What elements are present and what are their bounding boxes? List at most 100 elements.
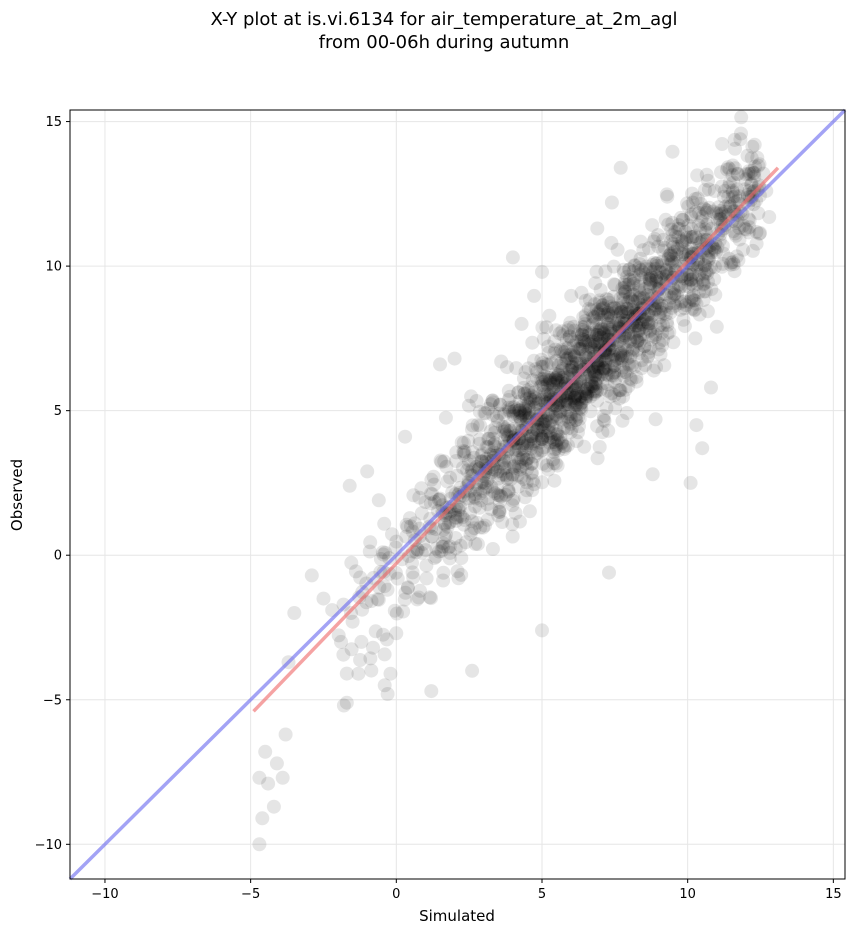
- scatter-point: [547, 473, 562, 488]
- scatter-point: [732, 189, 747, 204]
- scatter-point: [364, 594, 379, 609]
- scatter-point: [623, 371, 638, 386]
- scatter-point: [649, 256, 664, 271]
- scatter-point: [371, 592, 386, 607]
- scatter-point: [590, 327, 605, 342]
- scatter-point: [726, 204, 741, 219]
- scatter-point: [491, 508, 506, 523]
- scatter-point: [651, 342, 666, 357]
- scatter-point: [539, 372, 554, 387]
- scatter-point: [508, 447, 523, 462]
- scatter-point: [592, 295, 607, 310]
- scatter-point: [553, 403, 568, 418]
- scatter-point: [607, 347, 622, 362]
- scatter-point: [569, 352, 584, 367]
- scatter-point: [536, 384, 551, 399]
- scatter-point: [595, 376, 610, 391]
- scatter-point: [702, 200, 717, 215]
- scatter-point: [722, 162, 737, 176]
- scatter-point: [502, 403, 517, 417]
- scatter-point: [605, 301, 620, 316]
- scatter-point: [673, 302, 688, 317]
- scatter-point: [656, 306, 671, 321]
- scatter-point: [378, 545, 393, 560]
- scatter-point: [623, 325, 637, 340]
- scatter-point: [410, 592, 425, 607]
- scatter-point: [554, 412, 569, 427]
- scatter-point: [647, 301, 662, 316]
- scatter-point: [424, 591, 438, 606]
- scatter-point: [655, 254, 670, 269]
- scatter-point: [632, 257, 647, 272]
- scatter-point: [618, 382, 633, 397]
- scatter-point: [614, 305, 629, 319]
- scatter-point: [741, 225, 756, 240]
- scatter-point: [608, 301, 623, 316]
- scatter-point: [477, 518, 492, 533]
- scatter-point: [581, 384, 596, 399]
- scatter-point: [690, 191, 705, 206]
- scatter-point: [517, 405, 532, 420]
- scatter-point: [632, 329, 647, 344]
- scatter-point: [522, 504, 537, 519]
- scatter-point: [373, 552, 388, 566]
- scatter-point: [648, 330, 662, 345]
- scatter-point: [666, 296, 681, 311]
- scatter-point: [744, 176, 759, 191]
- scatter-point: [275, 770, 290, 785]
- scatter-point: [549, 437, 564, 452]
- scatter-point: [269, 756, 284, 771]
- scatter-point: [673, 296, 688, 311]
- scatter-point: [607, 365, 621, 380]
- scatter-point: [577, 439, 592, 454]
- scatter-point: [742, 220, 757, 235]
- scatter-point: [546, 456, 561, 471]
- scatter-point: [473, 520, 488, 535]
- scatter-point: [741, 166, 756, 181]
- scatter-point: [573, 389, 588, 404]
- scatter-point: [543, 430, 558, 445]
- scatter-point: [581, 301, 596, 316]
- chart-title-line-2: from 00-06h during autumn: [318, 32, 570, 53]
- scatter-point: [614, 350, 629, 365]
- scatter-point: [543, 426, 558, 441]
- scatter-point: [567, 390, 582, 405]
- scatter-point: [389, 606, 404, 621]
- scatter-point: [711, 200, 726, 215]
- scatter-point: [454, 551, 469, 566]
- scatter-point: [556, 439, 571, 454]
- scatter-point: [551, 367, 566, 382]
- scatter-point: [355, 602, 370, 617]
- scatter-point: [653, 305, 668, 320]
- scatter-point: [398, 429, 413, 444]
- scatter-point: [751, 158, 766, 173]
- scatter-point: [699, 205, 714, 220]
- scatter-point: [563, 351, 577, 366]
- scatter-point: [661, 251, 676, 266]
- scatter-point: [477, 405, 492, 420]
- scatter-point: [720, 160, 735, 175]
- scatter-point: [590, 419, 605, 434]
- scatter-point: [505, 517, 520, 532]
- scatter-point: [721, 207, 736, 222]
- scatter-point: [701, 262, 716, 277]
- scatter-point: [613, 348, 628, 363]
- scatter-point: [429, 541, 444, 556]
- scatter-point: [493, 464, 508, 479]
- scatter-point: [706, 204, 720, 219]
- scatter-point: [551, 358, 566, 373]
- scatter-point: [400, 520, 415, 534]
- scatter-point: [725, 158, 740, 173]
- scatter-point: [559, 341, 574, 356]
- scatter-point: [463, 527, 478, 542]
- scatter-point: [470, 482, 485, 497]
- scatter-point: [364, 663, 379, 678]
- scatter-point: [728, 141, 742, 156]
- scatter-point: [462, 492, 476, 507]
- scatter-point: [562, 329, 577, 344]
- scatter-point: [507, 421, 522, 436]
- scatter-point: [399, 517, 414, 532]
- scatter-point: [407, 516, 422, 531]
- scatter-point: [714, 206, 729, 221]
- scatter-point: [575, 332, 590, 347]
